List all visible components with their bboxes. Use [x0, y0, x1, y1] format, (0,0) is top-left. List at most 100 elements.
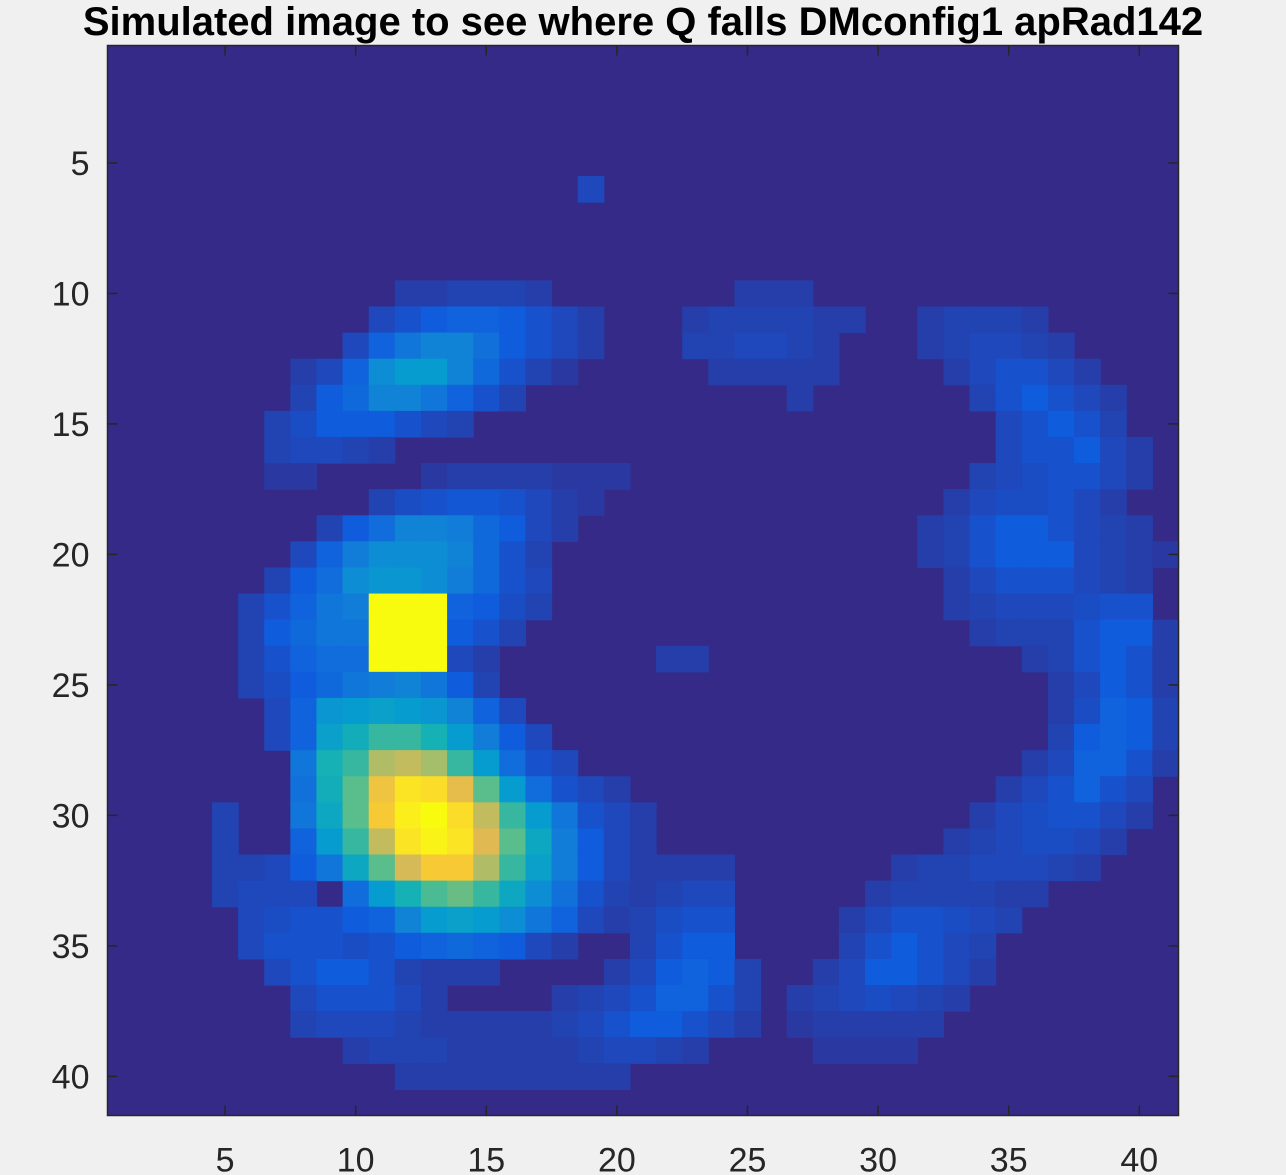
heatmap-cell — [447, 880, 474, 908]
heatmap-cell — [1074, 619, 1101, 647]
heatmap-cell — [1100, 750, 1127, 777]
heatmap-cell — [499, 358, 527, 386]
heatmap-cell — [1100, 515, 1127, 542]
heatmap-cell — [368, 645, 396, 673]
heatmap-cell — [290, 724, 318, 751]
heatmap-cell — [708, 906, 736, 934]
heatmap-cell — [342, 776, 370, 803]
heatmap-cell — [447, 593, 474, 621]
heatmap-cell — [629, 985, 657, 1012]
heatmap-cell — [499, 750, 527, 777]
heatmap-cell — [1074, 567, 1101, 595]
heatmap-cell — [420, 776, 448, 803]
heatmap-cell — [682, 932, 709, 960]
heatmap-cell — [969, 515, 997, 542]
heatmap-cell — [1100, 802, 1127, 830]
heatmap-cell — [682, 985, 709, 1012]
heatmap-cell — [211, 880, 239, 908]
heatmap-cell — [1100, 697, 1127, 725]
heatmap-cell — [316, 515, 344, 542]
heatmap-cell — [891, 906, 918, 934]
heatmap-cell — [656, 985, 683, 1012]
heatmap-cell — [865, 906, 892, 934]
heatmap-cell — [316, 724, 344, 751]
heatmap-cell — [316, 906, 344, 934]
heatmap-cell — [342, 619, 370, 647]
heatmap-cell — [969, 802, 997, 830]
heatmap-cell — [1100, 724, 1127, 751]
heatmap-cell — [420, 906, 448, 934]
heatmap-cell — [943, 541, 971, 569]
heatmap-cell — [394, 515, 422, 542]
heatmap-cell — [969, 880, 997, 908]
heatmap-cell — [943, 828, 971, 856]
heatmap-cell — [525, 489, 553, 516]
heatmap-cell — [420, 932, 448, 960]
heatmap-cell — [290, 358, 318, 386]
heatmap-cell — [342, 567, 370, 595]
heatmap-cell — [995, 332, 1023, 360]
heatmap-cell — [995, 802, 1023, 830]
heatmap-cell — [943, 932, 971, 960]
heatmap-cell — [394, 932, 422, 960]
heatmap-cell — [211, 854, 239, 882]
heatmap-cell — [394, 280, 422, 308]
heatmap-cell — [368, 1011, 396, 1038]
heatmap-cell — [1126, 619, 1153, 647]
heatmap-cell — [969, 854, 997, 882]
heatmap-cell — [812, 1037, 840, 1064]
heatmap-cell — [525, 593, 553, 621]
heatmap-cell — [995, 619, 1023, 647]
heatmap-cell — [682, 906, 709, 934]
heatmap-cell — [420, 1063, 448, 1090]
x-tick-label: 25 — [729, 1142, 767, 1175]
heatmap-cell — [447, 463, 474, 490]
heatmap-cell — [447, 1037, 474, 1064]
heatmap-cell — [1100, 593, 1127, 621]
heatmap-cell — [943, 880, 971, 908]
heatmap-cell — [1021, 802, 1049, 830]
heatmap-cell — [473, 645, 500, 673]
heatmap-cell — [447, 645, 474, 673]
heatmap-cell — [995, 436, 1023, 464]
heatmap-cell — [525, 802, 553, 830]
heatmap-cell — [473, 776, 500, 803]
heatmap-cell — [865, 932, 892, 960]
heatmap-cell — [473, 932, 500, 960]
heatmap-cell — [394, 1037, 422, 1064]
heatmap-cell — [838, 306, 866, 334]
heatmap-cell — [473, 697, 500, 725]
heatmap-cell — [1126, 515, 1153, 542]
heatmap-cell — [1021, 593, 1049, 621]
heatmap-cell — [656, 880, 683, 908]
heatmap-cell — [1047, 671, 1075, 699]
heatmap-cell — [1047, 724, 1075, 751]
heatmap-cell — [525, 880, 553, 908]
heatmap-cell — [1126, 593, 1153, 621]
heatmap-cell — [1021, 306, 1049, 334]
heatmap-cell — [394, 619, 422, 647]
heatmap-cell — [264, 932, 291, 960]
heatmap-cell — [473, 358, 500, 386]
heatmap-cell — [499, 906, 527, 934]
chart-title: Simulated image to see where Q falls DMc… — [83, 0, 1203, 44]
heatmap-cell — [1047, 436, 1075, 464]
heatmap-cell — [368, 541, 396, 569]
heatmap-cell — [473, 515, 500, 542]
heatmap-cell — [420, 515, 448, 542]
heatmap-cell — [420, 802, 448, 830]
heatmap-cell — [525, 1063, 553, 1090]
heatmap-cell — [342, 671, 370, 699]
heatmap-cell — [969, 619, 997, 647]
heatmap-cell — [394, 567, 422, 595]
heatmap-cell — [995, 906, 1023, 934]
heatmap-cell — [447, 671, 474, 699]
heatmap-cell — [1021, 828, 1049, 856]
heatmap-cell — [290, 463, 318, 490]
heatmap-cell — [969, 332, 997, 360]
heatmap-cell — [473, 541, 500, 569]
heatmap-cell — [734, 1011, 762, 1038]
heatmap-cell — [891, 1037, 918, 1064]
y-tick-label: 25 — [52, 667, 90, 705]
heatmap-cell — [290, 436, 318, 464]
